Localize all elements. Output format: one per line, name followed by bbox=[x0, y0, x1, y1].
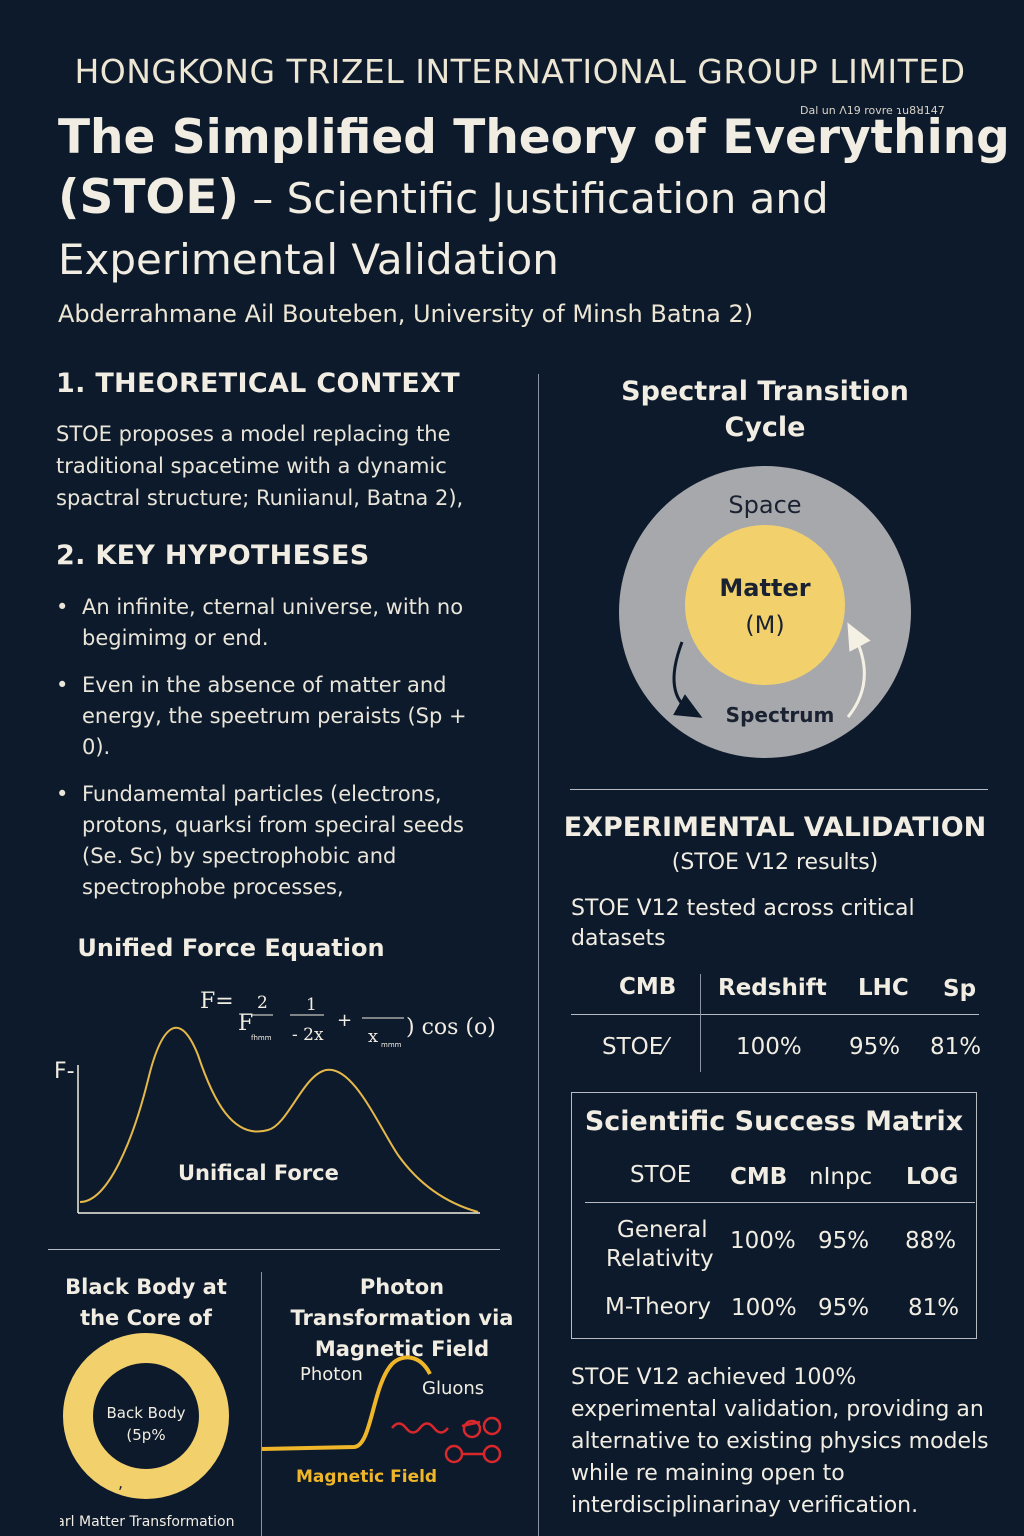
matrix-header: LOG bbox=[906, 1164, 959, 1190]
eq-cos: ) cos (o) bbox=[406, 1015, 496, 1040]
blackbody-ring bbox=[63, 1333, 229, 1499]
title-subtitle: – Scientific Justification and Experimen… bbox=[58, 174, 829, 284]
results-value: 81% bbox=[930, 1034, 982, 1060]
matrix-value: 100% bbox=[731, 1295, 797, 1321]
experimental-description: STOE V12 tested across critical datasets bbox=[571, 896, 915, 951]
matrix-value: 88% bbox=[905, 1228, 957, 1254]
conclusion-text: STOE V12 achieved 100% experimental vali… bbox=[571, 1365, 989, 1518]
results-value: 95% bbox=[849, 1034, 901, 1060]
eq-x: x bbox=[368, 1026, 378, 1047]
results-value: 100% bbox=[736, 1034, 802, 1060]
magnetic-field-label: Magnetic Field bbox=[296, 1467, 437, 1487]
matrix-title: Scientific Success Matrix bbox=[584, 1106, 964, 1137]
photon-title: Photon Transformation via Magnetic Field bbox=[290, 1275, 514, 1361]
blackbody-caption: Darl Matter Transformation bbox=[60, 1514, 234, 1530]
photon-label: Photon bbox=[300, 1364, 363, 1385]
matrix-value: 95% bbox=[818, 1295, 870, 1321]
force-curve bbox=[79, 1026, 479, 1213]
matter-circle bbox=[685, 525, 845, 685]
results-table-column-rule bbox=[700, 974, 701, 1072]
column-divider bbox=[538, 374, 539, 1536]
cycle-diagram: Space Matter (M) Spectrum bbox=[619, 466, 911, 758]
results-row-label: STOE⁄ bbox=[602, 1034, 668, 1060]
gluon-particle bbox=[444, 1444, 464, 1464]
force-title: Unified Force Equation bbox=[77, 934, 385, 962]
experimental-title: EXPERIMENTAL VALIDATION bbox=[563, 812, 987, 843]
page-title: The Simplified Theory of Everything (STO… bbox=[58, 108, 1018, 290]
gluons-label: Gluons bbox=[422, 1378, 484, 1399]
eq-F: F= bbox=[200, 989, 234, 1014]
cycle-title: Spectral Transition Cycle bbox=[621, 376, 909, 443]
section-2-heading: 2. KEY HYPOTHESES bbox=[56, 540, 370, 571]
author-line: Abderrahmane Ail Bouteben, University of… bbox=[58, 300, 754, 328]
tiny-stamp-text: Dal un ꓥ19 rovre ɿu8ꓤ147 bbox=[800, 104, 945, 117]
matrix-value: 100% bbox=[730, 1228, 796, 1254]
matrix-row-label: M-Theory bbox=[605, 1294, 711, 1320]
matrix-row-label: General bbox=[617, 1217, 708, 1243]
cycle-arrow-dark bbox=[672, 641, 703, 718]
matrix-box bbox=[571, 1092, 977, 1339]
matrix-rule bbox=[585, 1202, 975, 1203]
hypothesis-item: An infinite, cternal universe, with no b… bbox=[56, 592, 496, 654]
spectrum-label: Spectrum bbox=[726, 703, 835, 727]
title-bold: The Simplified Theory of Everything (STO… bbox=[58, 110, 1010, 225]
divider-left-bottom bbox=[48, 1249, 500, 1250]
matter-label: Matter bbox=[719, 574, 810, 602]
matrix-row-label: Relativity bbox=[606, 1246, 714, 1272]
results-table-rule bbox=[571, 1014, 979, 1015]
eq-sub2: mmm bbox=[381, 1041, 402, 1049]
matrix-header: CMB bbox=[730, 1164, 788, 1190]
eq-one: 1 bbox=[306, 995, 317, 1015]
gluon-wave bbox=[391, 1422, 449, 1434]
company-name: HONGKONG TRIZEL INTERNATIONAL GROUP LIMI… bbox=[74, 52, 966, 91]
matrix-value: 95% bbox=[818, 1228, 870, 1254]
eq-F2: F bbox=[238, 1011, 253, 1036]
force-axis-label: F- bbox=[54, 1059, 75, 1084]
cycle-arrow-light bbox=[846, 622, 871, 718]
matrix-value: 81% bbox=[908, 1295, 960, 1321]
blackbody-mark: , bbox=[118, 1473, 123, 1492]
section-1-text: STOE proposes a model replacing the trad… bbox=[56, 422, 464, 510]
matrix-header: STOE bbox=[630, 1162, 692, 1188]
gluon-particle bbox=[482, 1444, 502, 1464]
force-curve-label: Unifical Force bbox=[178, 1161, 339, 1185]
results-header: Redshift bbox=[718, 975, 827, 1001]
photon-wave bbox=[262, 1355, 432, 1451]
hypotheses-list: An infinite, cternal universe, with no b… bbox=[56, 592, 496, 919]
results-header: LHC bbox=[858, 975, 909, 1001]
blackbody-value: (5p% bbox=[126, 1426, 165, 1444]
hypothesis-item: Fundamemtal particles (electrons, proton… bbox=[56, 779, 496, 903]
matrix-header: nInpc bbox=[809, 1164, 873, 1190]
eq-plus: + bbox=[337, 1010, 352, 1031]
blackbody-label: Back Body bbox=[106, 1404, 185, 1422]
eq-2x: - 2x bbox=[292, 1025, 324, 1045]
results-header: Sp bbox=[943, 976, 977, 1002]
eq-two: 2 bbox=[257, 993, 268, 1013]
gluon-particle bbox=[482, 1416, 502, 1436]
section-1-heading: 1. THEORETICAL CONTEXT bbox=[56, 368, 460, 399]
eq-sub1: fhmm bbox=[251, 1034, 272, 1042]
hypothesis-item: Even in the absence of matter and energy… bbox=[56, 670, 496, 763]
results-header: CMB bbox=[619, 974, 677, 1000]
divider-right-top bbox=[570, 789, 988, 790]
experimental-subtitle: (STOE V12 results) bbox=[671, 850, 879, 875]
divider-bottom-panels bbox=[261, 1272, 262, 1536]
matter-symbol: (M) bbox=[745, 611, 784, 639]
gluon-particle bbox=[462, 1419, 482, 1439]
blackbody-diagram: Back Body (5p% , Darl Matter Transformat… bbox=[60, 1333, 234, 1530]
photon-diagram: Photon Gluons Magnetic Field bbox=[262, 1355, 502, 1487]
force-graph: F= 2 F fhmm 1 - 2x + x mmm ) cos (o) F- … bbox=[54, 989, 496, 1214]
space-label: Space bbox=[728, 491, 801, 519]
